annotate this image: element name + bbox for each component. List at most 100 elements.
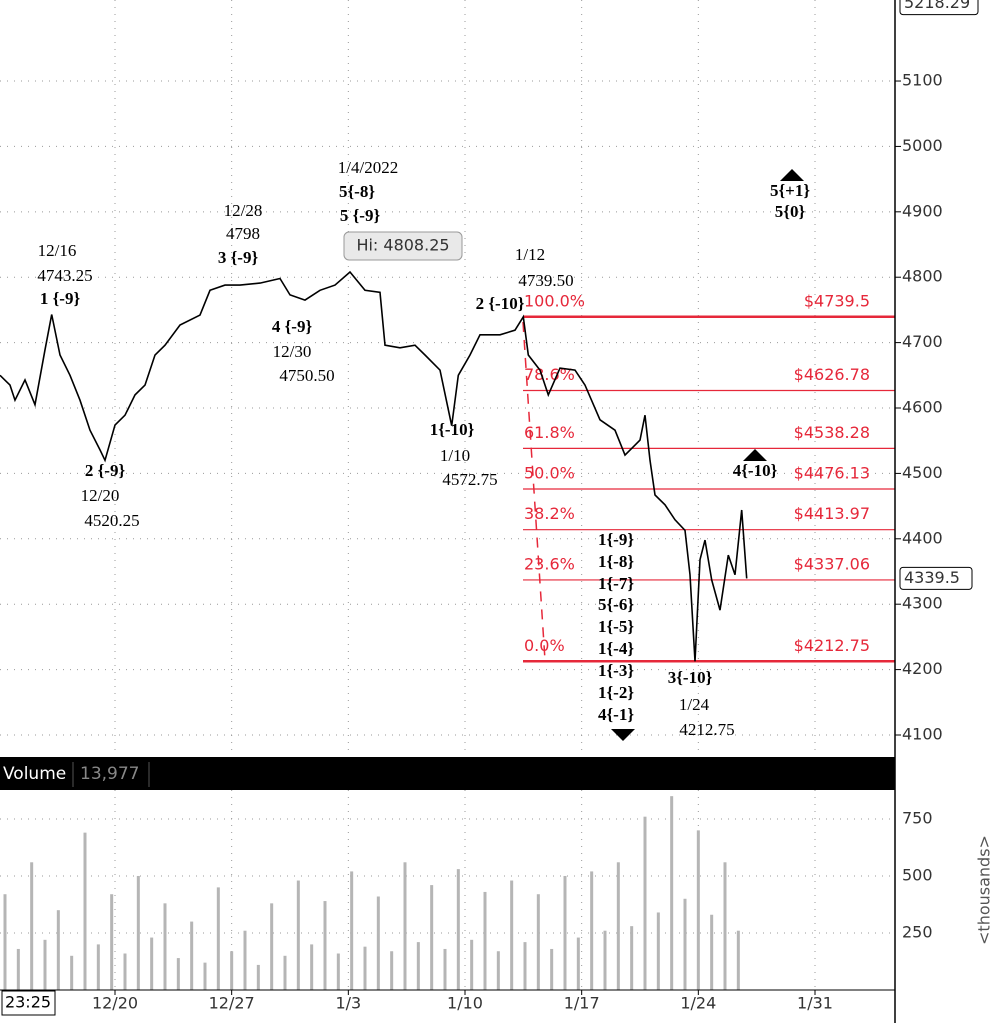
fib-price: $4476.13 [794,464,870,483]
volume-bar [296,880,300,990]
annotation: 5{-8} [339,182,375,201]
volume-bar [496,951,500,990]
annotations: 12/16 4743.25 1 {-9} 2 {-9} 12/20 4520.25 12/2… [37,158,810,739]
volume-bar [136,875,140,990]
volume-bar [176,958,180,990]
volume-title: Volume [3,764,66,784]
fib-percent: 61.8% [524,423,575,442]
volume-bar [603,930,607,990]
y-tick-label: 4700 [902,332,943,351]
annotation: 1/12 [515,245,545,264]
volume-bar [350,871,354,990]
annotation: 4743.25 [37,266,92,285]
fib-percent: 100.0% [524,291,585,310]
annotation: 4798 [226,224,260,243]
x-tick-label: 1/3 [335,994,361,1013]
volume-bar [270,903,274,990]
volume-bar [216,887,220,990]
annotation: 1/4/2022 [338,158,398,177]
volume-bar [643,816,647,990]
volume-bar [150,937,154,990]
volume-bar [670,796,674,990]
x-tick-label: 12/20 [92,994,138,1013]
fib-levels: 100.0% $4739.5 78.6% $4626.78 61.8% $4538.28 5… [523,291,895,663]
annotation: 1/24 [679,695,710,714]
volume-bar [203,962,207,990]
volume-bar [56,910,60,990]
y-tick-label: 500 [902,865,933,884]
annotation: 12/16 [38,241,77,260]
volume-bar [683,898,687,990]
y-tick-label: 5000 [902,136,943,155]
volume-bar [83,832,87,990]
annotation: 5{+1} [770,181,810,200]
volume-bar [363,946,367,990]
y-tick-label: 250 [902,922,933,941]
volume-readout: 13,977 [80,764,139,784]
volume-bar [70,955,74,990]
x-tick-label: 1/17 [564,994,600,1013]
high-box [899,0,979,16]
fib-price: $4626.78 [794,365,870,384]
fib-price: $4413.97 [794,504,870,523]
annotation: 2 {-10} [476,294,525,313]
volume-bar [190,921,194,990]
fib-percent: 23.6% [524,554,575,573]
volume-bar [483,891,487,990]
volume-bar [110,894,114,990]
annotation: 3{-10} [668,668,713,687]
volume-bar [3,894,7,990]
volume-bar [616,862,620,990]
volume-bar [323,901,327,990]
up-arrow [780,169,804,181]
y-tick-label: 4800 [902,267,943,286]
fib-diagonal [522,321,546,661]
volume-bar [523,942,527,990]
volume-bar [16,948,20,990]
y-tick-label: 4200 [902,659,943,678]
volume-bar [430,885,434,990]
volume-bar [123,953,127,990]
y-tick-label: 4900 [902,201,943,220]
annotation: 1{-3} [598,661,634,680]
annotation: 1{-2} [598,683,634,702]
volume-bar [443,948,447,990]
volume-bar [723,862,727,990]
y-tick-label: 4400 [902,528,943,547]
volume-bar [710,914,714,990]
last-price: 4339.5 [904,568,960,587]
volume-bar [283,955,287,990]
volume-bar [656,912,660,990]
volume-bar [310,944,314,990]
volume-axis-label: <thousands> [975,835,994,945]
annotation: 4520.25 [84,511,139,530]
volume-bar [256,964,260,990]
y-tick-label: 4100 [902,724,943,743]
y-tick-label: 4600 [902,398,943,417]
volume-bar [230,951,234,990]
x-tick-label: 1/10 [447,994,483,1013]
fib-percent: 78.6% [524,365,575,384]
y-tick-label: 4500 [902,463,943,482]
annotation: 1 {-9} [40,289,81,308]
annotation: 3 {-9} [218,248,259,267]
fib-percent: 0.0% [524,636,565,655]
volume-bar [96,944,100,990]
annotation: 1{-5} [598,617,634,636]
tooltip: Hi: 4808.25 [356,236,449,255]
volume-bar [243,930,247,990]
last-price-box [899,566,973,590]
annotation: 4{-1} [598,705,634,724]
y-tick-label: 4300 [902,594,943,613]
annotation: 2 {-9} [85,461,126,480]
y-tick-label: 750 [902,808,933,827]
fib-price: $4212.75 [794,636,870,655]
volume-bar [630,926,634,990]
volume-bar [403,862,407,990]
tooltip-box [343,231,463,261]
y-tick-label: 5100 [902,71,943,90]
annotation: 12/30 [273,342,312,361]
volume-bar [736,930,740,990]
